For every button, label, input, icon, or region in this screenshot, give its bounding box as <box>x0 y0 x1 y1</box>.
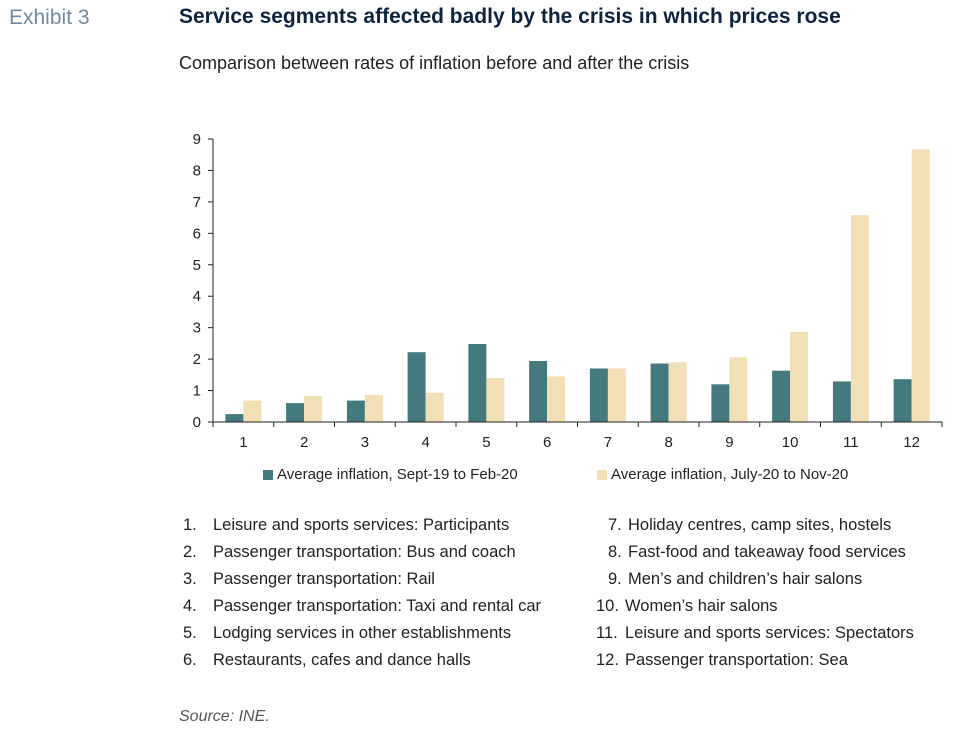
bar-series1 <box>468 344 487 422</box>
legend-swatch-series1 <box>263 469 273 480</box>
bar-series2 <box>668 362 687 422</box>
note-text: Men’s and children’s hair salons <box>628 570 863 588</box>
legend-item-series1: Average inflation, Sept-19 to Feb-20 <box>263 466 518 483</box>
bar-series2 <box>790 331 809 422</box>
bar-series2 <box>486 378 505 422</box>
bar-series1 <box>772 370 791 422</box>
note-number: 10. <box>596 597 619 615</box>
x-tick-label: 10 <box>782 434 799 451</box>
y-tick-label: 5 <box>193 257 201 274</box>
note-text: Fast-food and takeaway food services <box>628 543 906 561</box>
note-text: Passenger transportation: Taxi and renta… <box>213 597 542 615</box>
note-item: 3. Passenger transportation: Rail <box>183 569 435 596</box>
bar-series1 <box>225 414 244 422</box>
bar-series1 <box>286 403 305 422</box>
note-text: Women’s hair salons <box>625 597 778 615</box>
x-tick-label: 7 <box>604 434 612 451</box>
bar-series2 <box>243 400 262 422</box>
bar-series2 <box>850 215 869 422</box>
x-tick-label: 6 <box>543 434 551 451</box>
note-text: Holiday centres, camp sites, hostels <box>628 516 892 534</box>
bar-series1 <box>529 361 548 422</box>
y-tick-label: 8 <box>193 162 201 179</box>
bar-series1 <box>407 352 426 422</box>
x-tick-label: 12 <box>903 434 920 451</box>
x-tick-label: 5 <box>482 434 490 451</box>
x-tick-label: 2 <box>300 434 308 451</box>
exhibit-label: Exhibit 3 <box>9 6 90 29</box>
bar-series1 <box>589 368 608 422</box>
y-tick-label: 1 <box>193 383 201 400</box>
bar-series2 <box>911 149 930 422</box>
note-item: 1. Leisure and sports services: Participa… <box>183 515 509 542</box>
note-item: 7. Holiday centres, camp sites, hostels <box>608 515 891 542</box>
bar-series1 <box>650 363 669 422</box>
chart-subtitle: Comparison between rates of inflation be… <box>179 53 690 73</box>
bar-series1 <box>346 400 365 422</box>
y-tick-label: 4 <box>193 288 201 305</box>
bar-series2 <box>729 357 748 422</box>
y-tick-label: 9 <box>193 131 201 148</box>
x-tick-label: 1 <box>239 434 247 451</box>
note-number: 7. <box>608 516 622 534</box>
chart-title: Service segments affected badly by the c… <box>179 5 841 28</box>
bar-series2 <box>607 368 626 422</box>
note-number: 3. <box>183 570 197 588</box>
note-item: 4. Passenger transportation: Taxi and ren… <box>183 596 541 623</box>
note-number: 4. <box>183 597 197 615</box>
y-tick-label: 6 <box>193 225 201 242</box>
note-item: 8. Fast-food and takeaway food services <box>608 542 906 569</box>
note-number: 8. <box>608 543 622 561</box>
note-number: 11. <box>596 624 618 642</box>
note-number: 2. <box>183 543 197 561</box>
note-number: 1. <box>183 516 197 534</box>
note-number: 9. <box>608 570 622 588</box>
note-text: Leisure and sports services: Spectators <box>625 624 914 642</box>
note-text: Passenger transportation: Bus and coach <box>213 543 516 561</box>
bar-series1 <box>893 379 912 422</box>
bar-series1 <box>711 384 730 422</box>
note-item: 12. Passenger transportation: Sea <box>596 650 848 677</box>
note-number: 5. <box>183 624 197 642</box>
x-tick-label: 4 <box>421 434 429 451</box>
legend-swatch-series2 <box>597 469 607 480</box>
note-item: 6. Restaurants, cafes and dance halls <box>183 650 471 677</box>
bar-series2 <box>425 392 444 422</box>
bar-series2 <box>304 395 323 422</box>
x-tick-label: 11 <box>843 434 859 451</box>
note-item: 9. Men’s and children’s hair salons <box>608 569 862 596</box>
note-item: 5. Lodging services in other establishmen… <box>183 623 511 650</box>
x-tick-label: 8 <box>664 434 672 451</box>
note-item: 11. Leisure and sports services: Spectato… <box>596 623 914 650</box>
bar-series2 <box>364 395 383 422</box>
legend-item-series2: Average inflation, July-20 to Nov-20 <box>597 466 848 483</box>
note-text: Restaurants, cafes and dance halls <box>213 651 471 669</box>
note-number: 12. <box>596 651 619 669</box>
note-item: 10. Women’s hair salons <box>596 596 778 623</box>
legend-label-series1: Average inflation, Sept-19 to Feb-20 <box>277 466 518 483</box>
y-tick-label: 0 <box>193 414 201 431</box>
x-tick-label: 3 <box>361 434 369 451</box>
y-tick-label: 7 <box>193 194 201 211</box>
note-text: Leisure and sports services: Participant… <box>213 516 510 534</box>
legend-label-series2: Average inflation, July-20 to Nov-20 <box>611 466 849 483</box>
source-note: Source: INE. <box>179 708 270 725</box>
note-text: Lodging services in other establishments <box>213 624 512 642</box>
note-number: 6. <box>183 651 197 669</box>
y-tick-label: 3 <box>193 320 201 337</box>
x-tick-label: 9 <box>725 434 733 451</box>
bar-series1 <box>832 381 851 422</box>
note-text: Passenger transportation: Sea <box>625 651 848 669</box>
note-item: 2. Passenger transportation: Bus and coac… <box>183 542 516 569</box>
y-tick-label: 2 <box>193 351 201 368</box>
note-text: Passenger transportation: Rail <box>213 570 435 588</box>
bar-series2 <box>547 376 566 422</box>
